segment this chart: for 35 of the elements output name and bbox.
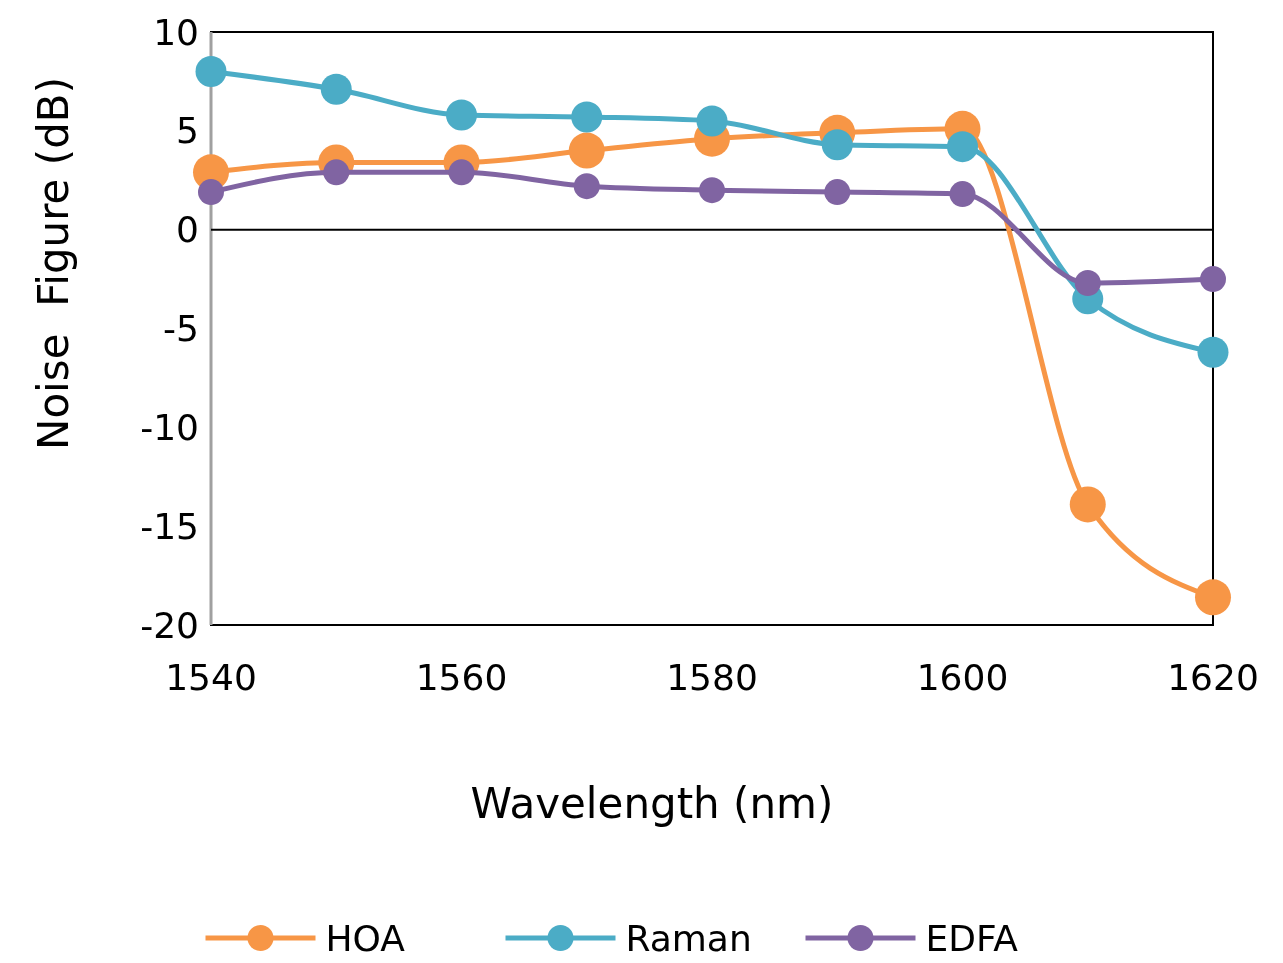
x-tick-label: 1580	[666, 656, 758, 698]
x-tick-label: 1560	[415, 656, 508, 698]
point	[699, 177, 725, 204]
point	[320, 73, 352, 105]
point	[195, 56, 227, 88]
x-tick-label: 1620	[1167, 656, 1259, 698]
point	[821, 129, 853, 161]
y-tick-label: 5	[176, 110, 199, 152]
x-tick-label: 1600	[916, 656, 1009, 698]
y-tick-label: -15	[140, 505, 199, 547]
legend-label: Raman	[625, 917, 752, 959]
point	[824, 179, 851, 206]
point	[446, 99, 477, 131]
point	[1195, 579, 1231, 616]
y-tick-label: -10	[140, 406, 199, 448]
y-tick-label: 0	[176, 209, 199, 251]
y-tick-label: -20	[140, 604, 199, 646]
point	[949, 181, 976, 208]
point	[1069, 486, 1106, 523]
point	[568, 132, 605, 169]
x-tick-label: 1540	[165, 656, 257, 698]
y-tick-label: 10	[153, 11, 199, 53]
point	[1074, 270, 1101, 297]
point	[1197, 336, 1229, 368]
y-tick-label: -5	[163, 308, 199, 349]
x-axis-title: Wavelength (nm)	[470, 778, 834, 828]
y-axis-title: Noise Figure (dB)	[28, 76, 78, 451]
point	[198, 179, 224, 206]
point	[696, 105, 728, 137]
point	[947, 131, 978, 163]
point	[573, 173, 600, 200]
legend-label: HOA	[325, 917, 406, 959]
point	[571, 101, 603, 133]
legend-label: EDFA	[925, 917, 1019, 959]
point	[1200, 266, 1226, 293]
